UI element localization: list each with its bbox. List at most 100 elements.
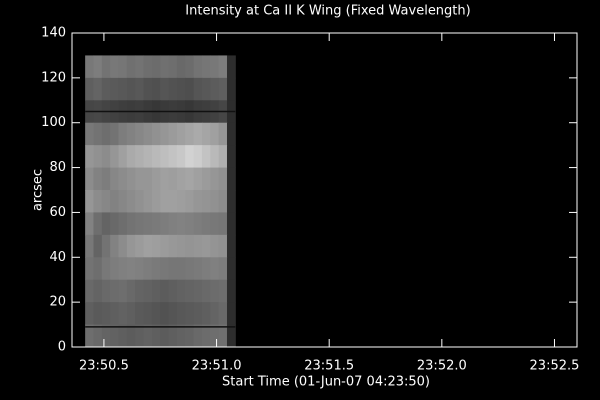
heatmap-cell	[135, 190, 145, 213]
heatmap-cell	[101, 234, 111, 258]
heatmap-cell	[176, 279, 186, 303]
heatmap-cell	[135, 167, 145, 191]
heatmap-cell	[168, 234, 178, 258]
heatmap-cell	[135, 122, 145, 146]
heatmap-cell	[193, 77, 203, 101]
heatmap-cell	[126, 122, 136, 146]
heatmap-cell	[226, 279, 236, 303]
heatmap-cell	[126, 324, 136, 348]
heatmap-cell	[168, 190, 178, 213]
heatmap-cell	[118, 55, 128, 79]
heatmap-cell	[118, 145, 128, 169]
heatmap-cell	[210, 77, 220, 101]
heatmap-cell	[93, 77, 103, 101]
heatmap-cell	[218, 55, 228, 79]
heatmap-cell	[110, 77, 120, 101]
heatmap-cell	[101, 167, 111, 191]
heatmap-cell	[226, 302, 236, 326]
heatmap-cell	[93, 122, 103, 146]
heatmap-cell	[226, 234, 236, 258]
heatmap-cell	[151, 190, 161, 213]
heatmap-cell	[143, 77, 153, 101]
heatmap-cell	[193, 257, 203, 281]
heatmap-cell	[151, 279, 161, 303]
heatmap-cell	[93, 279, 103, 303]
heatmap-cell	[101, 145, 111, 169]
heatmap-cell	[143, 190, 153, 213]
heatmap-cell	[201, 122, 211, 146]
heatmap-cell	[226, 77, 236, 101]
heatmap-cell	[143, 234, 153, 258]
heatmap-cell	[85, 145, 94, 169]
heatmap-cell	[176, 55, 186, 79]
plot-frame	[71, 32, 578, 348]
heatmap-cell	[143, 324, 153, 348]
heatmap-cell	[151, 122, 161, 146]
heatmap-cell	[210, 55, 220, 79]
heatmap-cell	[226, 190, 236, 213]
heatmap-cell	[210, 122, 220, 146]
heatmap-cell	[160, 257, 170, 281]
heatmap-cell	[185, 302, 195, 326]
heatmap-cell	[126, 145, 136, 169]
heatmap-cell	[176, 324, 186, 348]
heatmap-cell	[143, 212, 153, 236]
heatmap-cell	[126, 77, 136, 101]
heatmap-cell	[135, 212, 145, 236]
y-tick-label: 120	[41, 70, 66, 85]
heatmap-cell	[185, 167, 195, 191]
heatmap-cell	[93, 302, 103, 326]
heatmap-cell	[118, 257, 128, 281]
heatmap-cell	[185, 55, 195, 79]
heatmap-cell	[168, 145, 178, 169]
heatmap-cell	[93, 324, 103, 348]
heatmap-cell	[218, 324, 228, 348]
heatmap-cell	[126, 234, 136, 258]
heatmap-cell	[110, 234, 120, 258]
heatmap-cell	[143, 167, 153, 191]
heatmap-cell	[218, 257, 228, 281]
heatmap-cell	[118, 167, 128, 191]
heatmap-cell	[135, 234, 145, 258]
heatmap-cell	[176, 234, 186, 258]
heatmap-cell	[226, 212, 236, 236]
y-axis-label: arcsec	[31, 169, 46, 211]
x-tick-label: 23:52.5	[530, 359, 580, 374]
heatmap-cell	[210, 324, 220, 348]
heatmap-cell	[101, 122, 111, 146]
heatmap-cell	[126, 302, 136, 326]
heatmap-cell	[101, 257, 111, 281]
y-tick-label: 80	[49, 160, 66, 175]
heatmap-cell	[93, 190, 103, 213]
heatmap-cell	[193, 55, 203, 79]
heatmap-cell	[85, 77, 94, 101]
heatmap-cell	[210, 190, 220, 213]
heatmap-cell	[193, 190, 203, 213]
heatmap-cell	[168, 55, 178, 79]
heatmap-cell	[160, 55, 170, 79]
heatmap-cell	[93, 257, 103, 281]
heatmap-cell	[185, 279, 195, 303]
heatmap-cell	[85, 234, 94, 258]
heatmap-cell	[110, 324, 120, 348]
x-axis-label: Start Time (01-Jun-07 04:23:50)	[222, 375, 430, 390]
heatmap-cell	[101, 302, 111, 326]
heatmap-cell	[101, 77, 111, 101]
heatmap-cell	[218, 234, 228, 258]
heatmap-cell	[201, 77, 211, 101]
heatmap-cell	[210, 234, 220, 258]
heatmap-cell	[135, 77, 145, 101]
heatmap-cell	[193, 167, 203, 191]
heatmap-cell	[101, 212, 111, 236]
heatmap-cell	[85, 257, 94, 281]
heatmap-cell	[160, 212, 170, 236]
heatmap-cell	[201, 55, 211, 79]
heatmap-cell	[101, 190, 111, 213]
heatmap-cell	[135, 302, 145, 326]
heatmap-cell	[201, 190, 211, 213]
heatmap-cell	[193, 234, 203, 258]
heatmap-cell	[93, 212, 103, 236]
heatmap-cell	[118, 122, 128, 146]
heatmap-cell	[85, 279, 94, 303]
heatmap-cell	[218, 212, 228, 236]
